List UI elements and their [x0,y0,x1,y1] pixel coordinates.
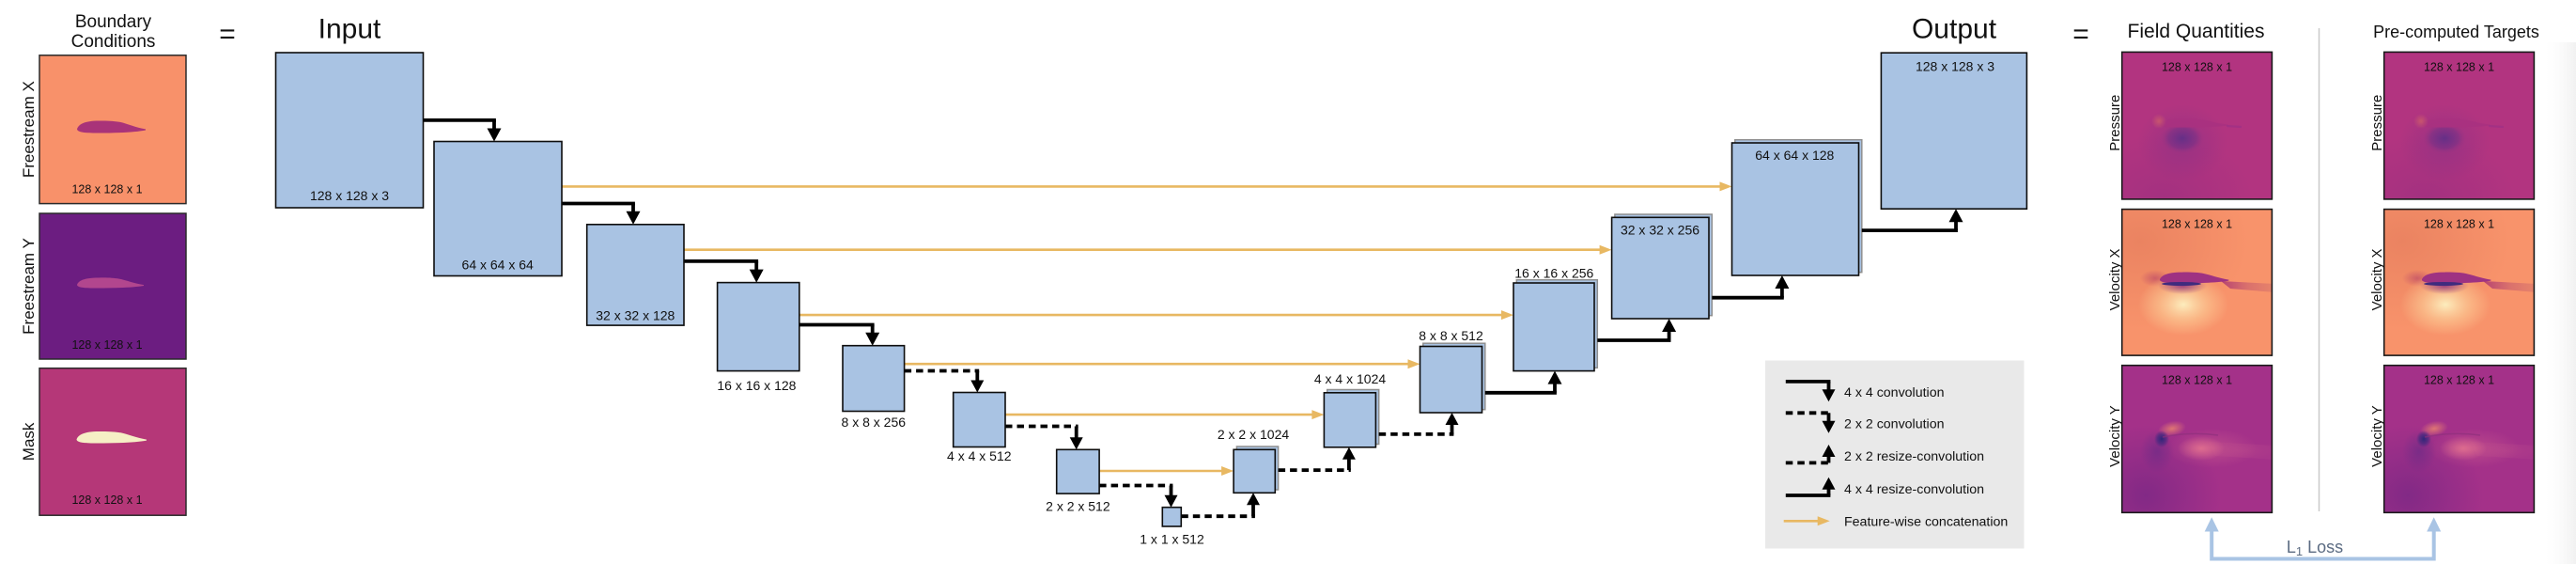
svg-text:Field Quantities: Field Quantities [2128,21,2265,42]
svg-text:128 x 128 x 3: 128 x 128 x 3 [310,188,389,203]
svg-text:=: = [219,19,236,50]
svg-text:32 x 32 x 128: 32 x 32 x 128 [596,307,675,322]
svg-text:4 x 4 resize-convolution: 4 x 4 resize-convolution [1844,482,1984,497]
svg-text:Velocity Y: Velocity Y [2107,405,2123,467]
svg-text:128 x 128 x 1: 128 x 128 x 1 [2424,218,2494,231]
svg-text:1 x 1 x 512: 1 x 1 x 512 [1140,532,1204,547]
svg-text:Output: Output [1912,14,1997,45]
svg-text:128 x 128 x 1: 128 x 128 x 1 [71,183,142,196]
svg-text:128 x 128 x 1: 128 x 128 x 1 [71,494,142,507]
svg-text:2 x 2 resize-convolution: 2 x 2 resize-convolution [1844,449,1984,464]
svg-text:Pre-computed Targets: Pre-computed Targets [2373,23,2539,41]
svg-text:128 x 128 x 1: 128 x 128 x 1 [2162,374,2232,387]
svg-text:128 x 128 x 1: 128 x 128 x 1 [2162,60,2232,73]
svg-text:4 x 4 x 1024: 4 x 4 x 1024 [1314,371,1386,386]
svg-text:L1 Loss: L1 Loss [2287,538,2343,558]
svg-text:Mask: Mask [20,422,38,461]
svg-text:4 x 4 x 512: 4 x 4 x 512 [947,448,1012,463]
svg-text:Freestream Y: Freestream Y [20,238,38,335]
svg-text:64 x 64 x 64: 64 x 64 x 64 [462,258,534,273]
svg-text:128 x 128 x 1: 128 x 128 x 1 [71,338,142,352]
svg-text:2 x 2 x 512: 2 x 2 x 512 [1046,499,1110,514]
svg-text:32 x 32 x 256: 32 x 32 x 256 [1621,223,1699,238]
svg-text:64 x 64 x 128: 64 x 64 x 128 [1755,148,1834,163]
svg-text:Conditions: Conditions [71,32,156,52]
svg-text:4 x 4 convolution: 4 x 4 convolution [1844,385,1944,400]
svg-text:Feature-wise concatenation: Feature-wise concatenation [1844,515,2008,530]
svg-text:8 x 8 x 256: 8 x 8 x 256 [842,415,907,430]
svg-text:Pressure: Pressure [2107,95,2123,151]
svg-text:128 x 128 x 1: 128 x 128 x 1 [2424,374,2494,387]
svg-text:Velocity X: Velocity X [2369,248,2385,310]
svg-text:2 x 2 x 1024: 2 x 2 x 1024 [1218,427,1289,442]
svg-text:Input: Input [318,14,381,45]
svg-text:128 x 128 x 3: 128 x 128 x 3 [1916,58,1994,73]
svg-text:16 x 16 x 256: 16 x 16 x 256 [1514,266,1593,281]
svg-text:2 x 2 convolution: 2 x 2 convolution [1844,417,1944,432]
svg-text:128 x 128 x 1: 128 x 128 x 1 [2424,60,2494,73]
svg-text:Freestream X: Freestream X [20,81,38,178]
svg-text:16 x 16 x 128: 16 x 16 x 128 [717,378,796,393]
svg-text:128 x 128 x 1: 128 x 128 x 1 [2162,218,2232,231]
svg-text:8 x 8 x 512: 8 x 8 x 512 [1419,328,1483,343]
svg-text:Boundary: Boundary [75,12,152,32]
svg-text:Velocity X: Velocity X [2107,248,2123,310]
svg-text:Pressure: Pressure [2369,95,2385,151]
svg-text:Velocity Y: Velocity Y [2369,405,2385,467]
svg-text:=: = [2072,19,2089,50]
